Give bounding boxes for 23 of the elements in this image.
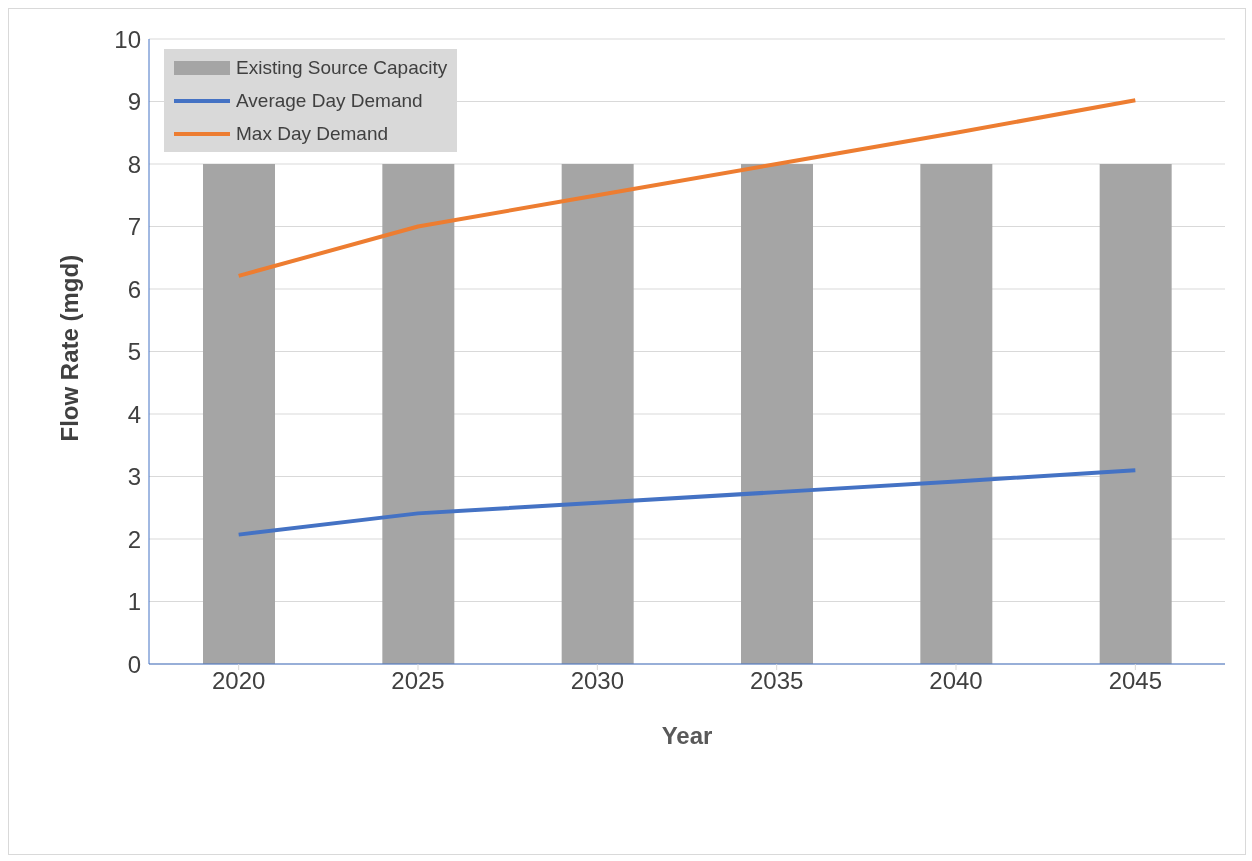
- y-tick-label: 3: [127, 463, 141, 491]
- y-tick-label: 7: [127, 213, 141, 241]
- x-tick-label: 2035: [749, 667, 804, 695]
- y-tick-label: 0: [127, 650, 141, 678]
- y-tick-label: 6: [127, 275, 141, 303]
- y-tick-label: 9: [127, 88, 141, 116]
- y-tick-label: 5: [127, 338, 141, 366]
- x-tick-label: 2025: [391, 667, 445, 695]
- legend-label: Existing Source Capacity: [236, 56, 448, 79]
- legend-label: Average Day Demand: [236, 89, 423, 112]
- x-tick-label: 2020: [211, 667, 266, 695]
- y-axis-title: Flow Rate (mgd): [55, 254, 83, 442]
- legend-label: Max Day Demand: [236, 122, 389, 145]
- y-tick-label: 2: [127, 525, 141, 553]
- y-tick-label: 1: [127, 588, 141, 616]
- y-tick-label: 10: [114, 25, 141, 53]
- line-series: [236, 468, 1138, 537]
- x-tick-label: 2040: [929, 667, 983, 695]
- y-tick-label: 8: [127, 150, 141, 178]
- x-tick-label: 2045: [1108, 667, 1163, 695]
- y-tick-label: 4: [127, 400, 141, 428]
- x-axis-title: Year: [661, 722, 713, 749]
- x-tick-label: 2030: [570, 667, 625, 695]
